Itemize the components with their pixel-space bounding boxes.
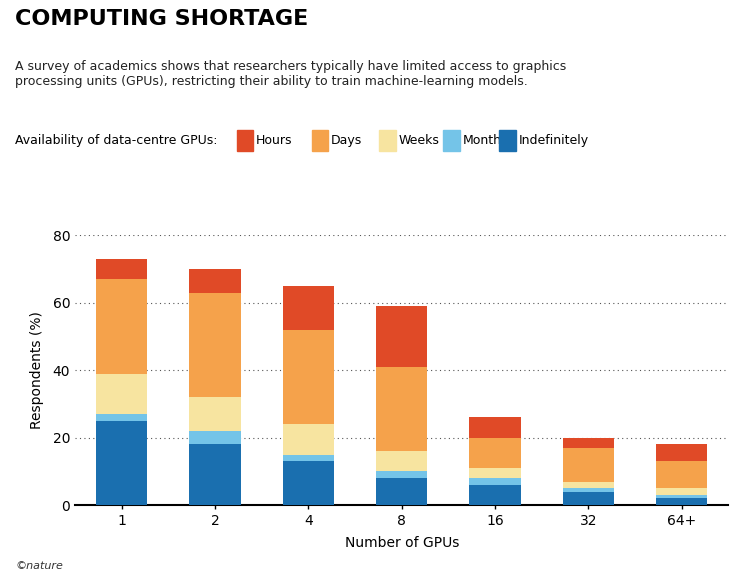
- Bar: [469, 437, 520, 468]
- Bar: [189, 397, 241, 431]
- Bar: [469, 485, 520, 505]
- Bar: [96, 374, 147, 414]
- Bar: [656, 488, 707, 495]
- Bar: [283, 329, 334, 424]
- Bar: [376, 451, 427, 471]
- Bar: [376, 367, 427, 451]
- Bar: [96, 259, 147, 279]
- Y-axis label: Respondents (%): Respondents (%): [30, 311, 44, 429]
- Bar: [469, 468, 520, 478]
- Bar: [562, 488, 614, 491]
- Text: Hours: Hours: [256, 134, 293, 147]
- Bar: [656, 495, 707, 498]
- Bar: [656, 461, 707, 488]
- Bar: [189, 269, 241, 293]
- Bar: [469, 417, 520, 437]
- Bar: [656, 498, 707, 505]
- Text: A survey of academics shows that researchers typically have limited access to gr: A survey of academics shows that researc…: [15, 60, 566, 88]
- Text: Availability of data-centre GPUs:: Availability of data-centre GPUs:: [15, 134, 218, 147]
- Bar: [376, 306, 427, 367]
- Bar: [562, 491, 614, 505]
- Bar: [189, 293, 241, 397]
- Text: Indefinitely: Indefinitely: [519, 134, 589, 147]
- Text: ©nature: ©nature: [15, 561, 63, 571]
- Bar: [189, 444, 241, 505]
- Bar: [376, 478, 427, 505]
- Bar: [562, 448, 614, 482]
- Bar: [189, 431, 241, 444]
- Text: Days: Days: [331, 134, 363, 147]
- Text: COMPUTING SHORTAGE: COMPUTING SHORTAGE: [15, 9, 308, 29]
- Bar: [656, 444, 707, 461]
- Text: Months: Months: [463, 134, 508, 147]
- Bar: [96, 414, 147, 421]
- Bar: [283, 455, 334, 461]
- X-axis label: Number of GPUs: Number of GPUs: [345, 537, 459, 550]
- Bar: [562, 437, 614, 448]
- Bar: [283, 424, 334, 455]
- Bar: [283, 286, 334, 329]
- Bar: [376, 471, 427, 478]
- Bar: [562, 482, 614, 488]
- Bar: [469, 478, 520, 485]
- Bar: [283, 461, 334, 505]
- Bar: [96, 421, 147, 505]
- Bar: [96, 279, 147, 374]
- Text: Weeks: Weeks: [399, 134, 439, 147]
